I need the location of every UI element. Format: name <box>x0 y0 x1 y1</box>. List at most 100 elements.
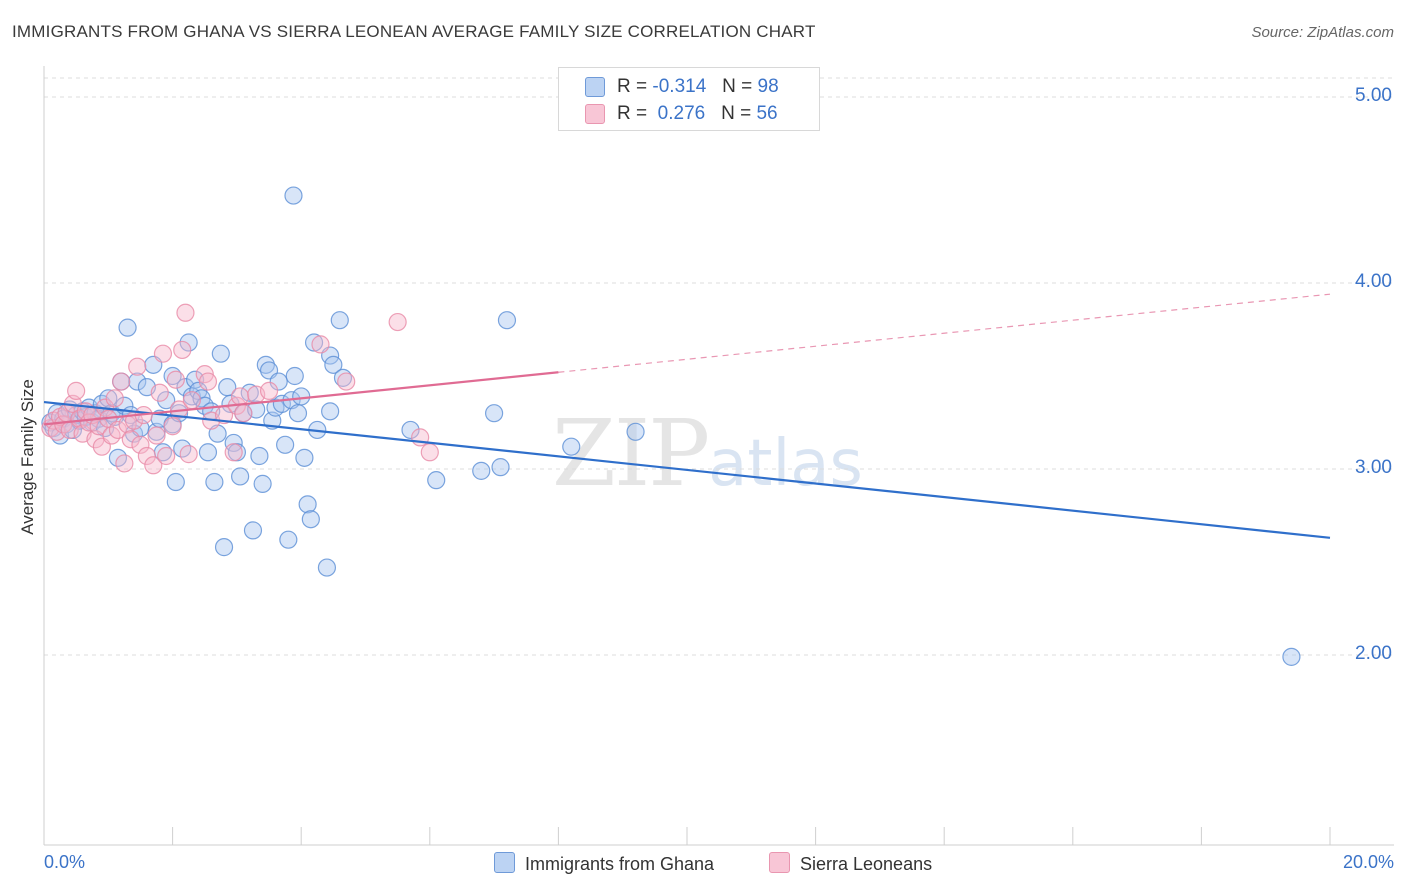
legend-text-ghana: R = -0.314 N = 98 <box>617 76 779 98</box>
points-layer <box>41 186 1301 666</box>
sierra-point <box>173 340 192 360</box>
legend-text-sierra: R = 0.276 N = 56 <box>617 103 778 125</box>
ghana-point <box>211 344 230 363</box>
ghana-point <box>497 311 517 330</box>
sierra-point <box>144 456 163 475</box>
ghana-point <box>491 458 510 477</box>
watermark-atlas: atlas <box>708 427 863 501</box>
ghana-point <box>128 372 147 391</box>
sierra-trend-extension <box>558 293 1331 373</box>
grid-layer <box>44 77 1394 656</box>
ghana-point <box>321 402 340 421</box>
sierra-point <box>115 454 134 473</box>
ghana-point <box>205 472 224 492</box>
legend-r-label: R = <box>617 103 648 124</box>
sierra-point <box>231 387 250 406</box>
sierra-point <box>163 417 182 436</box>
axis-layer <box>43 66 1394 846</box>
y-tick-label: 2.00 <box>1355 643 1392 664</box>
ghana-point <box>317 558 337 577</box>
sierra-point <box>89 417 108 436</box>
ghana-point <box>240 383 259 402</box>
ghana-point <box>298 495 317 514</box>
ghana-point <box>253 474 272 493</box>
chart-title: IMMIGRANTS FROM GHANA VS SIERRA LEONEAN … <box>12 22 816 41</box>
ghana-point <box>626 422 645 441</box>
watermark-zip: ZIP <box>552 400 710 507</box>
trend-layer <box>43 293 1331 539</box>
ghana-point <box>401 420 420 440</box>
bottom-legend-swatch-ghana <box>494 852 515 873</box>
legend-n-label: N = <box>721 103 752 124</box>
sierra-point <box>147 426 166 445</box>
sierra-point <box>166 370 185 389</box>
bottom-legend-label-ghana: Immigrants from Ghana <box>525 854 715 874</box>
ghana-point <box>472 461 491 480</box>
sierra-point <box>153 344 173 363</box>
legend-r-value: -0.314 <box>652 76 707 97</box>
sierra-point <box>388 312 407 332</box>
sierra-trend-line <box>43 371 559 426</box>
sierra-point <box>105 389 124 408</box>
ghana-point <box>288 404 308 423</box>
sierra-point <box>137 446 156 466</box>
ghana-point <box>279 530 298 549</box>
sierra-point <box>182 391 201 410</box>
y-tick-label: 3.00 <box>1355 457 1392 478</box>
correlation-legend: R = -0.314 N = 98 R = 0.276 N = 56 <box>558 67 820 131</box>
x-tick-label-min: 0.0% <box>44 852 86 872</box>
sierra-point <box>179 445 198 464</box>
bottom-legend-swatch-sierra <box>769 852 790 873</box>
ghana-point <box>243 521 263 540</box>
sierra-point <box>157 446 176 466</box>
ghana-point <box>231 467 250 486</box>
sierra-point <box>121 430 140 449</box>
sierra-point <box>112 372 131 391</box>
ghana-point <box>427 471 446 490</box>
legend-n-label: N = <box>722 76 753 97</box>
sierra-point <box>108 420 128 440</box>
ghana-point <box>198 443 218 462</box>
ghana-point <box>1282 647 1301 666</box>
ghana-point <box>157 391 176 410</box>
chart-source: Source: ZipAtlas.com <box>1251 24 1394 41</box>
ghana-point <box>562 437 581 456</box>
ghana-point <box>284 186 303 205</box>
bottom-legend-sierra: Sierra Leoneans <box>769 852 932 875</box>
sierra-point <box>234 404 253 423</box>
sierra-point <box>198 372 218 391</box>
legend-swatch-ghana <box>585 77 605 97</box>
x-tick-label-max: 20.0% <box>1342 852 1394 872</box>
y-tick-label: 4.00 <box>1355 271 1392 292</box>
ghana-point <box>330 311 349 330</box>
y-tick-label: 5.00 <box>1355 85 1392 106</box>
legend-r-value: 0.276 <box>652 103 706 124</box>
sierra-point <box>311 335 330 354</box>
ghana-trend-line <box>43 400 1331 539</box>
sierra-point <box>259 381 279 400</box>
ghana-point <box>285 366 304 386</box>
ghana-point <box>324 355 343 374</box>
ghana-point <box>256 355 275 374</box>
ghana-point <box>292 387 311 406</box>
ghana-point <box>214 538 234 557</box>
sierra-point <box>337 372 356 391</box>
sierra-point <box>67 381 86 400</box>
ghana-point <box>269 372 288 391</box>
ghana-point <box>166 472 185 492</box>
sierra-point <box>150 383 169 402</box>
ghana-point <box>276 435 295 454</box>
legend-r-label: R = <box>617 76 648 97</box>
legend-n-value: 56 <box>756 103 778 124</box>
sierra-point <box>131 435 150 454</box>
sierra-point <box>128 357 147 376</box>
ghana-point <box>179 333 198 352</box>
legend-swatch-sierra <box>585 104 605 124</box>
ghana-point <box>304 333 324 352</box>
legend-n-value: 98 <box>757 76 779 97</box>
ghana-point <box>301 510 320 529</box>
bottom-legend-ghana: Immigrants from Ghana <box>494 852 714 875</box>
ghana-point <box>295 448 314 467</box>
watermark: ZIPatlas <box>552 400 863 507</box>
